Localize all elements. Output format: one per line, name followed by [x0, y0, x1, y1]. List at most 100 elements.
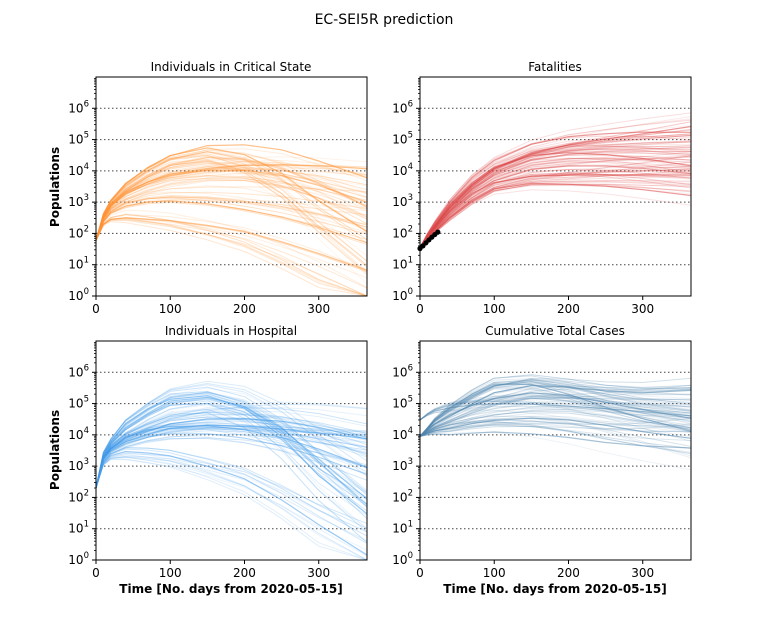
series-line [96, 428, 367, 489]
series-line [420, 392, 691, 437]
x-tick-label: 0 [416, 566, 424, 580]
series-line [96, 191, 367, 241]
y-tick-label: 104 [68, 162, 89, 178]
series-line [96, 159, 367, 268]
series-line [96, 403, 367, 533]
panel-cumulative: Cumulative Total Cases Time [No. days fr… [392, 324, 692, 596]
series-line [96, 195, 367, 241]
y-tick-label: 104 [68, 426, 89, 442]
series-line [420, 407, 691, 437]
series-line [96, 454, 367, 560]
series-line [420, 388, 691, 437]
series-line [96, 175, 367, 241]
series-line [420, 384, 691, 437]
series-line [96, 199, 367, 241]
y-tick-label: 105 [392, 131, 413, 147]
series-line [96, 197, 367, 241]
series-line [420, 406, 691, 421]
series-line [420, 401, 691, 437]
series-line [96, 422, 367, 489]
series-line [96, 448, 367, 544]
y-tick-label: 106 [68, 363, 89, 379]
series-line [96, 185, 367, 241]
series-line [96, 450, 367, 556]
series-line [96, 392, 367, 516]
series-line [420, 402, 691, 421]
series-line [96, 151, 367, 241]
y-tick-label: 104 [392, 426, 413, 442]
series-line [96, 166, 367, 241]
series-line [96, 455, 367, 533]
series-line [420, 174, 691, 248]
series-line [420, 421, 691, 437]
series-line [96, 425, 367, 489]
series-line [420, 417, 691, 437]
series-line [96, 447, 367, 529]
series-line [96, 176, 367, 241]
series-line [420, 121, 691, 248]
series-line [420, 405, 691, 421]
series-line [96, 167, 367, 241]
series-line [96, 392, 367, 505]
x-tick-label: 100 [483, 566, 506, 580]
series-line [96, 191, 367, 241]
series-line [96, 196, 367, 241]
series-line [96, 217, 367, 296]
series-line [96, 396, 367, 500]
series-line [96, 156, 367, 241]
y-tick-label: 101 [392, 520, 413, 536]
series-line [96, 155, 367, 262]
series-line [420, 408, 691, 437]
series-line [420, 378, 691, 437]
series-line [420, 148, 691, 248]
series-line [420, 174, 691, 249]
series-line [420, 388, 691, 437]
series-line [96, 416, 367, 489]
panel-title-fatalities: Fatalities [528, 60, 582, 74]
series-line [420, 148, 691, 248]
x-tick-label: 300 [631, 302, 654, 316]
series-line [96, 424, 367, 489]
series-line [96, 447, 367, 537]
series-line [96, 426, 367, 489]
series-line [420, 420, 691, 447]
series-line [420, 168, 691, 248]
series-line [420, 146, 691, 248]
series-line [420, 112, 691, 248]
series-line [420, 388, 691, 421]
series-line [420, 375, 691, 437]
series-line [96, 178, 367, 241]
series-line [420, 431, 691, 471]
axes-frame [95, 340, 368, 561]
series-line [420, 147, 691, 248]
axes-frame [419, 340, 692, 561]
y-tick-label: 102 [392, 224, 413, 240]
series-line [96, 452, 367, 524]
ylabel-hospital: Populations [48, 410, 62, 490]
series-line [420, 412, 691, 437]
series-line [420, 387, 691, 437]
series-line [96, 151, 367, 241]
series-line [420, 417, 691, 457]
series-line [420, 145, 691, 248]
series-line [96, 218, 367, 296]
series-line [420, 393, 691, 437]
series-line [96, 402, 367, 519]
series-line [420, 397, 691, 421]
y-tick-label: 100 [68, 287, 89, 303]
series-line [96, 407, 367, 489]
series-line [420, 140, 691, 248]
series-line [420, 140, 691, 248]
series-line [420, 400, 691, 421]
series-line [96, 179, 367, 241]
series-line [96, 158, 367, 241]
series-line [96, 419, 367, 489]
y-tick-label: 102 [68, 488, 89, 504]
series-line [96, 155, 367, 241]
series-line [420, 165, 691, 249]
series-line [420, 383, 691, 437]
series-line [96, 179, 367, 241]
series-line [96, 380, 367, 489]
